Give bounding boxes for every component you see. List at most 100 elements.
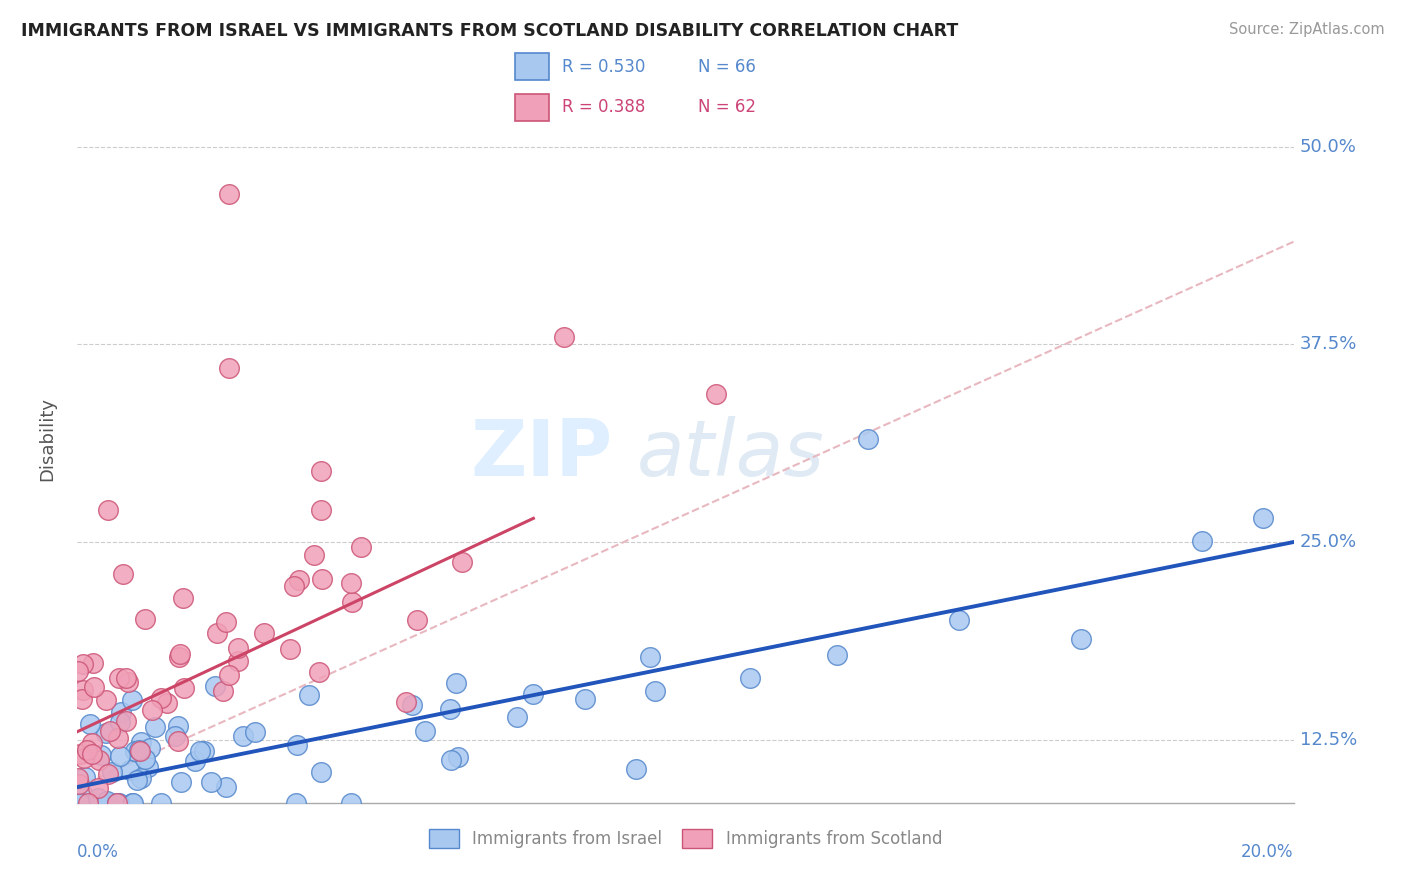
Point	[97, 767, 120, 781]
Point	[105, 796, 128, 810]
Point	[218, 667, 240, 681]
Point	[136, 760, 159, 774]
Point	[134, 612, 156, 626]
Point	[108, 796, 131, 810]
Point	[342, 594, 364, 608]
Point	[218, 187, 240, 202]
Point	[827, 648, 849, 662]
Point	[80, 747, 103, 761]
Point	[948, 613, 970, 627]
Point	[169, 647, 191, 661]
Text: R = 0.388: R = 0.388	[562, 98, 645, 116]
Text: 20.0%: 20.0%	[1241, 843, 1294, 861]
Point	[72, 657, 94, 672]
Point	[283, 579, 305, 593]
Point	[574, 691, 596, 706]
Point	[73, 770, 96, 784]
Point	[69, 747, 91, 761]
Point	[139, 740, 162, 755]
Point	[107, 731, 129, 745]
Point	[108, 714, 131, 729]
Point	[644, 684, 666, 698]
Text: 0.0%: 0.0%	[77, 843, 120, 861]
Point	[83, 681, 105, 695]
Text: 50.0%: 50.0%	[1299, 138, 1357, 156]
Text: IMMIGRANTS FROM ISRAEL VS IMMIGRANTS FROM SCOTLAND DISABILITY CORRELATION CHART: IMMIGRANTS FROM ISRAEL VS IMMIGRANTS FRO…	[21, 22, 959, 40]
Point	[415, 723, 437, 738]
Point	[166, 734, 188, 748]
Point	[169, 650, 191, 665]
Point	[97, 503, 120, 517]
Point	[117, 674, 139, 689]
Point	[129, 771, 152, 785]
Point	[183, 754, 205, 768]
Point	[173, 591, 195, 606]
Point	[121, 693, 143, 707]
Point	[115, 671, 138, 685]
Point	[108, 749, 131, 764]
Point	[87, 753, 110, 767]
Point	[856, 433, 879, 447]
Point	[90, 748, 112, 763]
Point	[451, 556, 474, 570]
Text: R = 0.530: R = 0.530	[562, 58, 645, 76]
Point	[440, 753, 463, 767]
Point	[626, 762, 648, 776]
Point	[215, 615, 238, 630]
Point	[704, 387, 727, 401]
Point	[311, 572, 333, 586]
Point	[350, 541, 373, 555]
Text: ZIP: ZIP	[470, 416, 613, 491]
Point	[97, 796, 120, 810]
Point	[72, 751, 94, 765]
Point	[125, 772, 148, 787]
Point	[82, 657, 104, 671]
Point	[115, 714, 138, 728]
Point	[73, 796, 96, 810]
Point	[87, 790, 110, 805]
Point	[205, 626, 228, 640]
Point	[226, 640, 249, 655]
Text: atlas: atlas	[637, 416, 825, 491]
Point	[87, 780, 110, 795]
Point	[288, 573, 311, 587]
Point	[98, 724, 121, 739]
Point	[156, 696, 179, 710]
Y-axis label: Disability: Disability	[38, 397, 56, 482]
Point	[118, 763, 141, 777]
Point	[406, 613, 429, 627]
Point	[193, 744, 215, 758]
Point	[141, 703, 163, 717]
Point	[72, 683, 94, 698]
Point	[94, 726, 117, 740]
Point	[107, 671, 129, 685]
Point	[253, 626, 276, 640]
Point	[340, 576, 363, 591]
Point	[553, 329, 575, 343]
Point	[308, 665, 330, 680]
Point	[285, 738, 308, 752]
Point	[70, 692, 93, 706]
Point	[232, 729, 254, 743]
Point	[226, 654, 249, 668]
Legend: Immigrants from Israel, Immigrants from Scotland: Immigrants from Israel, Immigrants from …	[420, 821, 950, 856]
Bar	[516, 54, 550, 80]
Point	[309, 503, 332, 517]
Point	[69, 796, 91, 810]
Point	[638, 649, 661, 664]
Point	[309, 464, 332, 478]
Point	[124, 744, 146, 758]
Point	[76, 743, 98, 757]
Text: 37.5%: 37.5%	[1299, 335, 1357, 353]
Point	[121, 796, 143, 810]
Point	[129, 744, 152, 758]
Point	[340, 796, 363, 810]
Point	[67, 777, 90, 791]
Point	[215, 780, 238, 795]
Point	[143, 720, 166, 734]
Point	[173, 681, 195, 695]
Text: Source: ZipAtlas.com: Source: ZipAtlas.com	[1229, 22, 1385, 37]
Point	[128, 742, 150, 756]
Point	[285, 796, 308, 810]
Point	[111, 567, 134, 582]
